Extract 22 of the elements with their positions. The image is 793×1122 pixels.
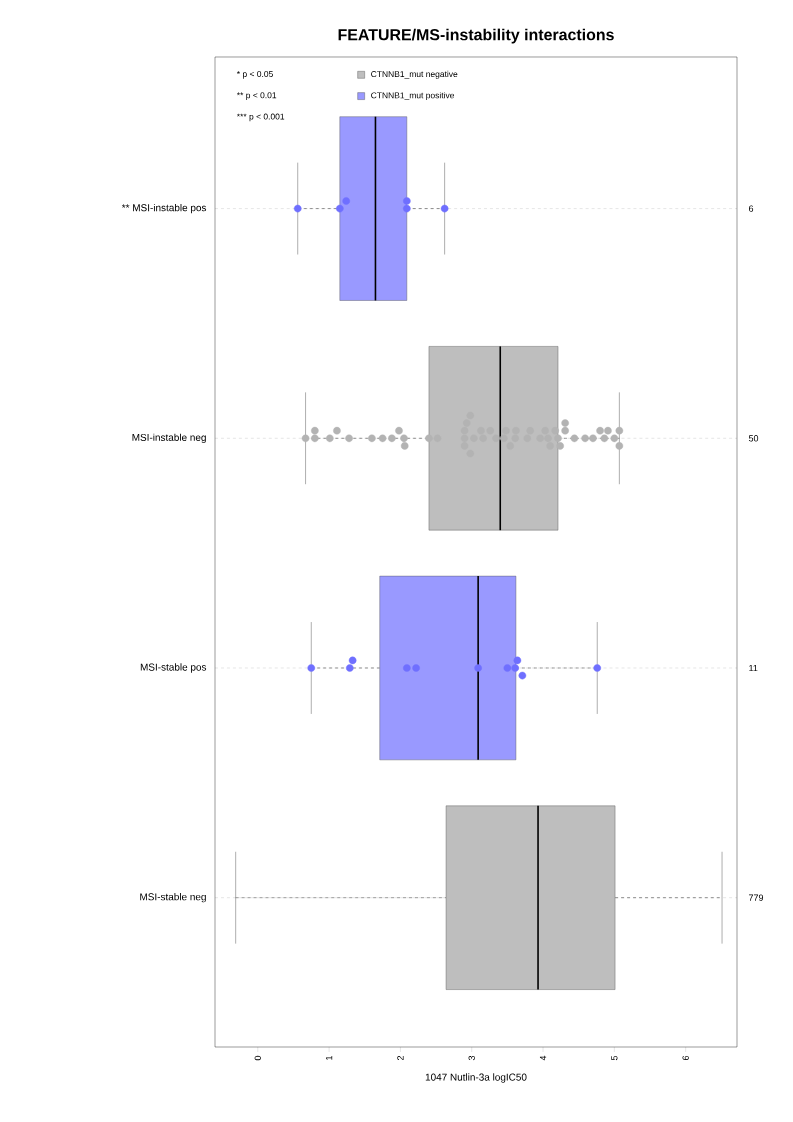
chart-title: FEATURE/MS-instability interactions [338,28,614,44]
y-tick-label: MSI-instable neg [132,433,206,443]
text: 50 [748,435,759,442]
y-tick-label: ** MSI-instable pos [121,203,207,214]
x-tick-label: 1 [326,1055,333,1060]
x-tick-label: 3 [468,1055,475,1061]
legend-label: CTNNB1_mut negative [371,70,458,79]
x-axis-title: 1047 Nutlin-3a logIC50 [425,1073,527,1083]
text: 779 [748,894,764,901]
x-tick-label: 5 [611,1055,618,1061]
annotation: * p < 0.05 [236,70,273,79]
y-tick-label: MSI-stable neg [140,893,206,903]
annotation: ** p < 0.01 [236,92,277,100]
x-tick-label: 0 [254,1055,261,1061]
y-tick-label: MSI-stable pos [140,663,207,673]
annotation: *** p < 0.001 [236,113,285,122]
x-tick-label: 6 [682,1055,689,1061]
text: 11 [749,664,758,672]
text: 6 [748,205,754,212]
x-tick-label: 2 [397,1055,404,1061]
legend-label: CTNNB1_mut positive [371,92,455,101]
x-tick-label: 4 [539,1055,547,1061]
